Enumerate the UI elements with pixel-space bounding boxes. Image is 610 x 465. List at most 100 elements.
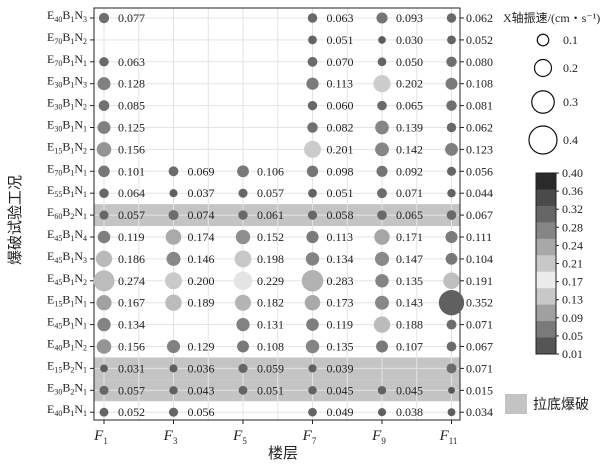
colorbar-tick-label: 0.05: [562, 329, 583, 343]
bubble: [375, 274, 389, 288]
data-label: 0.065: [396, 99, 423, 113]
bubble: [376, 12, 388, 24]
bubble: [166, 251, 181, 266]
data-label: 0.030: [396, 33, 423, 47]
data-label: 0.051: [327, 186, 354, 200]
bubble: [445, 77, 458, 90]
colorbar-segment: [536, 205, 556, 223]
bubble: [377, 386, 387, 395]
bubble: [376, 340, 388, 353]
row-label: E30B2N1: [47, 380, 87, 396]
row-label: E70B1N1: [47, 161, 87, 177]
bubble: [168, 407, 179, 417]
data-label: 0.143: [396, 296, 423, 310]
bubble: [375, 295, 389, 310]
data-label: 0.142: [396, 142, 423, 156]
data-label: 0.037: [188, 186, 215, 200]
right-axis-value: 0.191: [466, 274, 493, 288]
bubble: [446, 122, 457, 133]
bubble: [438, 290, 465, 316]
data-label: 0.082: [327, 121, 354, 135]
right-axis-value: 0.067: [466, 208, 493, 222]
bubble: [234, 294, 252, 311]
bubble: [375, 120, 389, 135]
bubble: [446, 56, 457, 67]
data-label: 0.101: [118, 164, 145, 178]
colorbar-segment: [536, 222, 556, 240]
x-tick-label: F3: [163, 428, 178, 446]
right-axis-value: 0.034: [466, 405, 493, 419]
data-label: 0.167: [118, 296, 145, 310]
data-label: 0.098: [327, 164, 354, 178]
bubble: [306, 165, 319, 177]
data-label: 0.093: [396, 11, 423, 25]
right-axis-value: 0.067: [466, 340, 493, 354]
bubble: [237, 340, 249, 353]
bubble: [166, 339, 181, 354]
bubble: [165, 294, 182, 311]
colorbar-tick-label: 0.17: [562, 275, 583, 289]
data-label: 0.069: [188, 164, 215, 178]
data-label: 0.283: [327, 274, 354, 288]
row-label: E40B1N2: [47, 337, 87, 353]
bubble: [446, 166, 457, 176]
colorbar-segment: [536, 271, 556, 289]
colorbar-tick-label: 0.01: [562, 347, 583, 361]
bubble: [238, 363, 248, 374]
row-label: E40B1N1: [47, 402, 87, 418]
data-label: 0.156: [118, 340, 145, 354]
data-label: 0.070: [327, 55, 354, 69]
bubble: [98, 12, 110, 24]
bubble: [377, 408, 387, 417]
bubble: [305, 339, 320, 354]
data-label: 0.274: [118, 274, 145, 288]
bubble: [238, 385, 248, 395]
data-label: 0.045: [396, 383, 423, 397]
colorbar-tick-label: 0.28: [562, 220, 583, 234]
data-label: 0.171: [396, 230, 423, 244]
right-axis-value: 0.015: [466, 383, 493, 397]
bubble: [377, 188, 387, 199]
bubble: [98, 100, 110, 111]
data-label: 0.125: [118, 121, 145, 135]
colorbar-tick-label: 0.36: [562, 184, 583, 198]
bubble: [98, 165, 110, 178]
bubble: [169, 386, 178, 395]
bubble: [446, 100, 457, 111]
bubble: [307, 56, 318, 67]
right-axis-value: 0.111: [466, 230, 492, 244]
size-legend-circle: [531, 90, 555, 114]
row-label: E30B1N1: [47, 118, 87, 134]
bubble: [234, 250, 252, 268]
row-label: E60B2N1: [47, 205, 87, 221]
colorbar-tick-label: 0.24: [562, 238, 583, 252]
data-label: 0.045: [327, 383, 354, 397]
data-label: 0.036: [188, 361, 215, 375]
bubble: [375, 142, 389, 157]
bubble: [448, 386, 455, 394]
row-label: E30B1N2: [47, 96, 87, 112]
bubble: [99, 188, 109, 198]
data-label: 0.113: [327, 230, 354, 244]
data-label: 0.146: [188, 252, 215, 266]
value-labels: 0.077 0.063 0.093 0.051 0.030 0.063 0.070 0.050…: [118, 11, 423, 419]
data-label: 0.071: [396, 186, 423, 200]
bubble: [446, 341, 457, 352]
data-label: 0.106: [257, 164, 284, 178]
bubble: [305, 252, 320, 266]
highlight-legend: 拉底爆破: [505, 394, 589, 414]
data-label: 0.113: [327, 77, 354, 91]
row-label: E45B1N2: [47, 271, 87, 287]
data-label: 0.038: [396, 405, 423, 419]
bubble: [447, 408, 456, 417]
right-axis-value: 0.062: [466, 11, 493, 25]
right-axis-value: 0.081: [466, 99, 493, 113]
bubble: [446, 13, 457, 23]
data-label: 0.152: [257, 230, 284, 244]
bubbles: [93, 12, 465, 417]
bubble: [165, 272, 182, 290]
bubble: [376, 165, 388, 177]
x-tick-label: F7: [302, 428, 317, 446]
bubble: [99, 57, 109, 67]
data-label: 0.134: [327, 252, 354, 266]
